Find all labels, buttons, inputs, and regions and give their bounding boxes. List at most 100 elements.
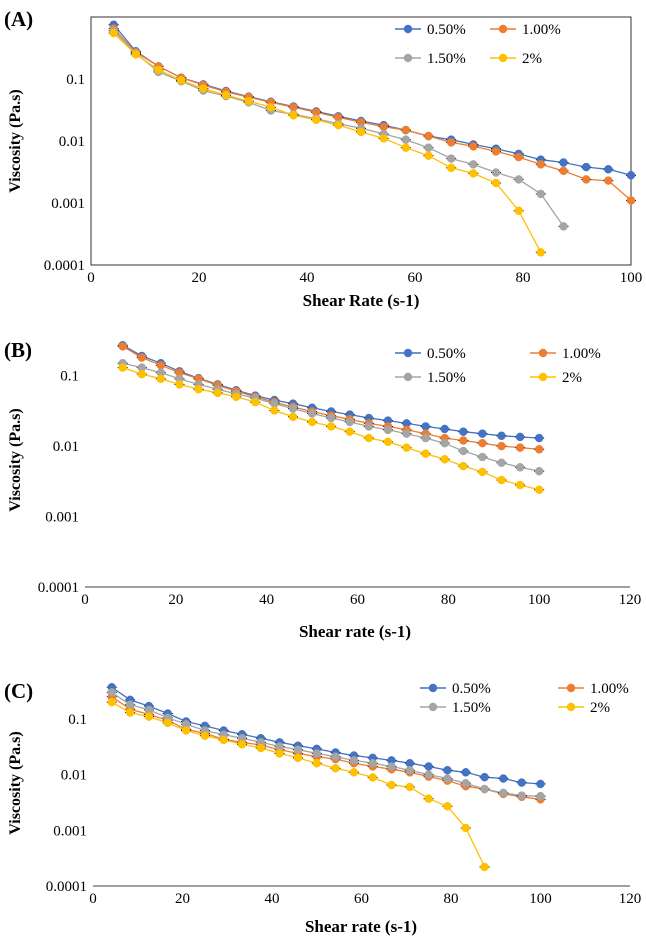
data-point bbox=[459, 461, 468, 471]
data-point bbox=[293, 753, 303, 763]
legend-swatch-marker bbox=[428, 702, 438, 712]
panel-c: (C) Shear rate (s-1) Viscosity (Pa.s) 0 … bbox=[4, 679, 641, 936]
x-tick-label: 20 bbox=[192, 270, 207, 286]
data-point bbox=[534, 445, 544, 454]
data-point bbox=[536, 160, 546, 169]
y-axis-label: Viscosity (Pa.s) bbox=[7, 408, 24, 511]
x-tick-label: 0 bbox=[87, 270, 95, 286]
x-tick-label: 100 bbox=[529, 891, 552, 907]
data-point bbox=[534, 433, 544, 443]
x-tick-label: 120 bbox=[619, 592, 642, 608]
legend-label: 1.50% bbox=[452, 700, 491, 716]
data-point bbox=[200, 731, 210, 740]
legend-label: 1.00% bbox=[562, 346, 601, 362]
x-tick-label: 80 bbox=[444, 891, 459, 907]
data-point bbox=[443, 802, 452, 811]
data-point bbox=[401, 125, 411, 135]
legend-label: 2% bbox=[562, 370, 582, 386]
legend-swatch-marker bbox=[403, 372, 413, 382]
data-point bbox=[517, 791, 526, 800]
data-point bbox=[289, 111, 298, 120]
legend-swatch-marker bbox=[566, 683, 576, 693]
data-point bbox=[604, 165, 613, 174]
x-tick-label: 100 bbox=[620, 270, 643, 286]
data-point bbox=[364, 433, 374, 443]
data-point bbox=[424, 151, 433, 160]
data-point bbox=[421, 449, 430, 458]
data-point bbox=[497, 458, 506, 467]
data-point bbox=[331, 752, 340, 761]
y-tick-label: 0.01 bbox=[61, 768, 87, 784]
x-tick-label: 80 bbox=[516, 270, 531, 286]
data-point bbox=[461, 823, 471, 833]
x-tick-label: 0 bbox=[89, 891, 97, 907]
legend-item: 0.50% bbox=[395, 346, 466, 362]
legend: 0.50% 1.00% 1.50% 2% bbox=[420, 681, 629, 716]
data-point bbox=[559, 222, 568, 231]
data-point bbox=[424, 794, 433, 803]
data-point bbox=[221, 90, 231, 100]
data-point bbox=[499, 788, 508, 798]
data-point bbox=[326, 413, 336, 423]
legend-swatch-marker bbox=[538, 372, 548, 382]
data-point bbox=[478, 429, 487, 438]
legend-item: 1.50% bbox=[395, 370, 466, 386]
x-tick-label: 20 bbox=[168, 592, 183, 608]
data-point bbox=[424, 762, 433, 771]
legend-label: 0.50% bbox=[427, 22, 466, 38]
data-point bbox=[478, 452, 487, 462]
x-tick-label: 20 bbox=[175, 891, 190, 907]
x-tick-label: 0 bbox=[81, 592, 89, 608]
data-point bbox=[459, 446, 468, 456]
legend: 0.50% 1.00% 1.50% 2% bbox=[395, 22, 561, 67]
x-tick-label: 60 bbox=[350, 592, 365, 608]
series-layer bbox=[108, 20, 636, 257]
data-point bbox=[424, 770, 433, 779]
y-axis-label: Viscosity (Pa.s) bbox=[7, 89, 24, 192]
data-point bbox=[326, 422, 336, 431]
data-point bbox=[446, 138, 456, 147]
legend: 0.50% 1.00% 1.50% 2% bbox=[395, 346, 601, 386]
legend-swatch-marker bbox=[538, 348, 548, 358]
data-point bbox=[478, 438, 487, 448]
y-tick-label: 0.0001 bbox=[46, 879, 87, 895]
data-point bbox=[307, 417, 317, 427]
y-tick-labels: 0.0001 0.001 0.01 0.1 bbox=[44, 72, 85, 274]
y-tick-labels: 0.0001 0.001 0.01 0.1 bbox=[46, 712, 87, 895]
data-point bbox=[379, 122, 388, 131]
data-point bbox=[491, 178, 501, 188]
data-point bbox=[312, 758, 321, 768]
legend-label: 1.00% bbox=[590, 681, 629, 697]
data-point bbox=[626, 196, 636, 205]
data-point bbox=[405, 765, 415, 775]
data-point bbox=[387, 780, 396, 790]
data-point bbox=[405, 782, 415, 792]
data-point bbox=[237, 740, 247, 749]
data-point bbox=[288, 412, 298, 422]
data-point bbox=[491, 168, 501, 177]
legend-label: 0.50% bbox=[452, 681, 491, 697]
legend-item: 1.00% bbox=[490, 22, 561, 38]
panel-b: (B) Shear rate (s-1) Viscosity (Pa.s) 0 … bbox=[4, 338, 641, 641]
x-axis-label: Shear rate (s-1) bbox=[299, 622, 411, 641]
data-point bbox=[515, 463, 525, 472]
legend-swatch-marker bbox=[403, 53, 413, 63]
data-point bbox=[459, 436, 468, 445]
x-tick-label: 60 bbox=[354, 891, 369, 907]
data-point bbox=[334, 120, 343, 130]
legend-item: 1.50% bbox=[420, 700, 491, 716]
data-point bbox=[461, 778, 471, 788]
data-point bbox=[368, 758, 377, 768]
data-point bbox=[181, 726, 191, 735]
data-point bbox=[131, 50, 141, 59]
panel-a: (A) Shear Rate (s-1) Viscosity (Pa.s) 0 … bbox=[4, 7, 642, 310]
legend-item: 2% bbox=[490, 51, 542, 67]
data-point bbox=[514, 152, 523, 162]
data-point bbox=[515, 443, 525, 452]
data-point bbox=[107, 697, 117, 707]
data-point bbox=[443, 765, 452, 775]
y-tick-label: 0.001 bbox=[53, 823, 87, 839]
data-point bbox=[469, 169, 478, 178]
data-point bbox=[534, 466, 544, 476]
